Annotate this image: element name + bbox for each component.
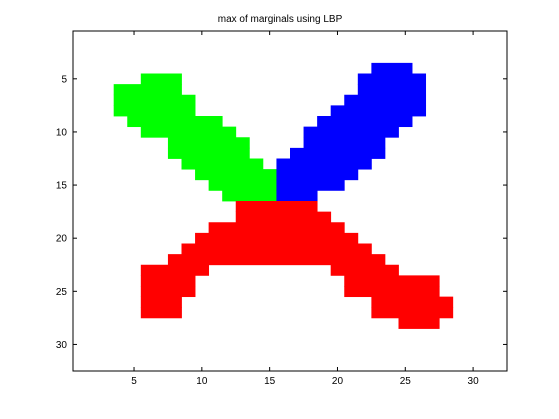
heatmap-cell-run-label-2-7: [303, 137, 386, 149]
heatmap-cell-run-label-1-10: [208, 179, 291, 191]
heatmap-cell-run-label-3-3: [195, 232, 359, 244]
heatmap-cell-run-label-2-1: [357, 73, 427, 85]
heatmap-cell-run-label-1-8: [181, 158, 264, 170]
y-tick-label-30: 30: [56, 340, 68, 351]
heatmap-cell-run-label-3-7: [330, 264, 399, 276]
x-tick-label-5: 5: [131, 376, 137, 387]
heatmap-cell-run-label-2-3: [344, 94, 427, 106]
heatmap-cell-run-label-1-1: [113, 84, 182, 96]
heatmap-cell-run-label-3-0: [235, 201, 318, 213]
heatmap-cell-run-label-1-0: [140, 73, 182, 85]
heatmap-cell-run-label-3-9: [344, 275, 440, 287]
heatmap-cell-run-label-3-16: [398, 317, 440, 329]
y-tick-label-15: 15: [56, 181, 68, 192]
heatmap-cell-run-label-2-11: [276, 179, 345, 191]
heatmap-cell-run-label-1-11: [222, 190, 291, 202]
axes-frame: [72, 30, 508, 372]
heatmap-cell-run-label-1-4: [127, 116, 223, 128]
heatmap-cells: [113, 62, 454, 329]
axis-ticks: 5 10 15 20 25 30 5 10 15 20 25 30: [56, 31, 507, 387]
y-tick-label-25: 25: [56, 287, 68, 298]
heatmap-cell-run-label-1-9: [195, 169, 291, 181]
heatmap-cell-run-label-3-14: [140, 307, 182, 319]
heatmap-cell-run-label-3-1: [235, 211, 332, 223]
heatmap-cell-run-label-2-10: [276, 169, 359, 181]
heatmap-cell-run-label-2-2: [357, 84, 427, 96]
heatmap-cell-run-label-1-6: [167, 137, 250, 149]
heatmap-cell-run-label-2-8: [290, 147, 386, 159]
heatmap-cell-run-label-3-13: [371, 296, 454, 308]
heatmap-cell-run-label-3-4: [181, 243, 372, 255]
x-tick-label-30: 30: [468, 376, 480, 387]
heatmap-cell-run-label-1-5: [140, 126, 237, 138]
x-tick-label-15: 15: [264, 376, 276, 387]
heatmap-cell-run-label-3-12: [140, 296, 182, 308]
heatmap-cell-run-label-3-6: [140, 264, 210, 276]
heatmap-cell-run-label-2-5: [317, 116, 413, 128]
heatmap-cell-run-label-3-10: [140, 286, 196, 298]
heatmap-cell-run-label-3-11: [344, 286, 440, 298]
heatmap-cell-run-label-2-4: [330, 105, 427, 117]
heatmap-cell-run-label-3-8: [140, 275, 196, 287]
heatmap-cell-run-label-2-9: [276, 158, 372, 170]
heatmap-cell-run-label-2-0: [371, 62, 413, 74]
y-tick-label-10: 10: [56, 127, 68, 138]
heatmap-cell-run-label-1-2: [113, 94, 196, 106]
heatmap-cell-run-label-3-15: [371, 307, 454, 319]
heatmap-cell-run-label-2-12: [276, 190, 318, 202]
heatmap-cell-run-label-1-7: [167, 147, 250, 159]
heatmap-cell-run-label-3-5: [167, 254, 386, 266]
x-tick-label-10: 10: [196, 376, 208, 387]
x-tick-label-20: 20: [332, 376, 344, 387]
y-tick-label-5: 5: [61, 74, 67, 85]
x-tick-label-25: 25: [400, 376, 412, 387]
heatmap-cell-run-label-2-6: [303, 126, 399, 138]
heatmap-cell-run-label-3-2: [208, 222, 345, 234]
chart-title: max of marginals using LBP: [218, 14, 343, 25]
y-tick-label-20: 20: [56, 234, 68, 245]
heatmap-cell-run-label-1-3: [113, 105, 196, 117]
